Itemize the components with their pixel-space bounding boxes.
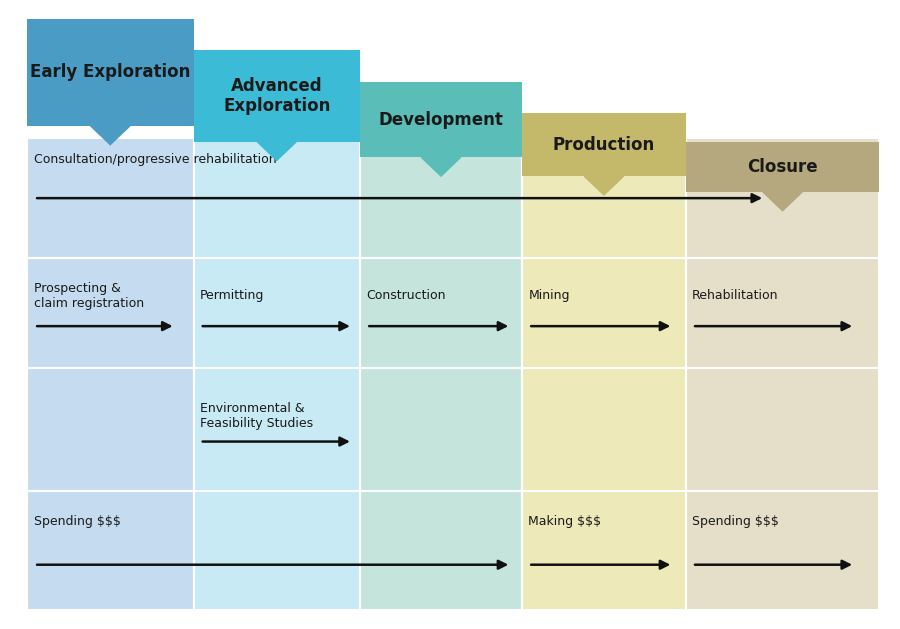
Bar <box>686 368 879 491</box>
Text: Early Exploration: Early Exploration <box>30 64 191 81</box>
Text: Production: Production <box>553 136 655 153</box>
Bar <box>27 138 194 258</box>
Bar <box>194 258 360 368</box>
Bar <box>522 258 686 368</box>
Text: Permitting: Permitting <box>200 289 265 302</box>
Polygon shape <box>90 126 130 145</box>
Text: Advanced
Exploration: Advanced Exploration <box>223 77 330 115</box>
Bar <box>522 491 686 610</box>
Bar <box>360 82 522 157</box>
Text: Spending $$$: Spending $$$ <box>34 515 122 528</box>
Bar <box>522 368 686 491</box>
Polygon shape <box>257 142 297 160</box>
Text: Environmental &
Feasibility Studies: Environmental & Feasibility Studies <box>200 403 313 430</box>
Text: Mining: Mining <box>528 289 570 302</box>
Text: Rehabilitation: Rehabilitation <box>692 289 778 302</box>
Bar <box>360 138 522 258</box>
Bar <box>686 142 879 192</box>
Bar <box>194 50 360 142</box>
Text: Development: Development <box>379 111 503 128</box>
Bar <box>194 368 360 491</box>
Bar <box>360 258 522 368</box>
Bar <box>360 491 522 610</box>
Text: Closure: Closure <box>747 158 818 175</box>
Bar <box>686 138 879 258</box>
Bar <box>686 258 879 368</box>
Bar <box>27 491 194 610</box>
Bar <box>194 491 360 610</box>
Bar <box>686 491 879 610</box>
Text: Consultation/progressive rehabilitation: Consultation/progressive rehabilitation <box>34 153 277 165</box>
Text: Making $$$: Making $$$ <box>528 515 601 528</box>
Text: Spending $$$: Spending $$$ <box>692 515 779 528</box>
Bar <box>522 113 686 176</box>
Bar <box>27 368 194 491</box>
Bar <box>194 138 360 258</box>
Text: Prospecting &
claim registration: Prospecting & claim registration <box>34 282 144 310</box>
Text: Construction: Construction <box>366 289 446 302</box>
Polygon shape <box>421 157 461 176</box>
Bar <box>360 368 522 491</box>
Bar <box>522 138 686 258</box>
Polygon shape <box>584 176 624 195</box>
Bar <box>27 19 194 126</box>
Bar <box>27 258 194 368</box>
Polygon shape <box>763 192 803 211</box>
